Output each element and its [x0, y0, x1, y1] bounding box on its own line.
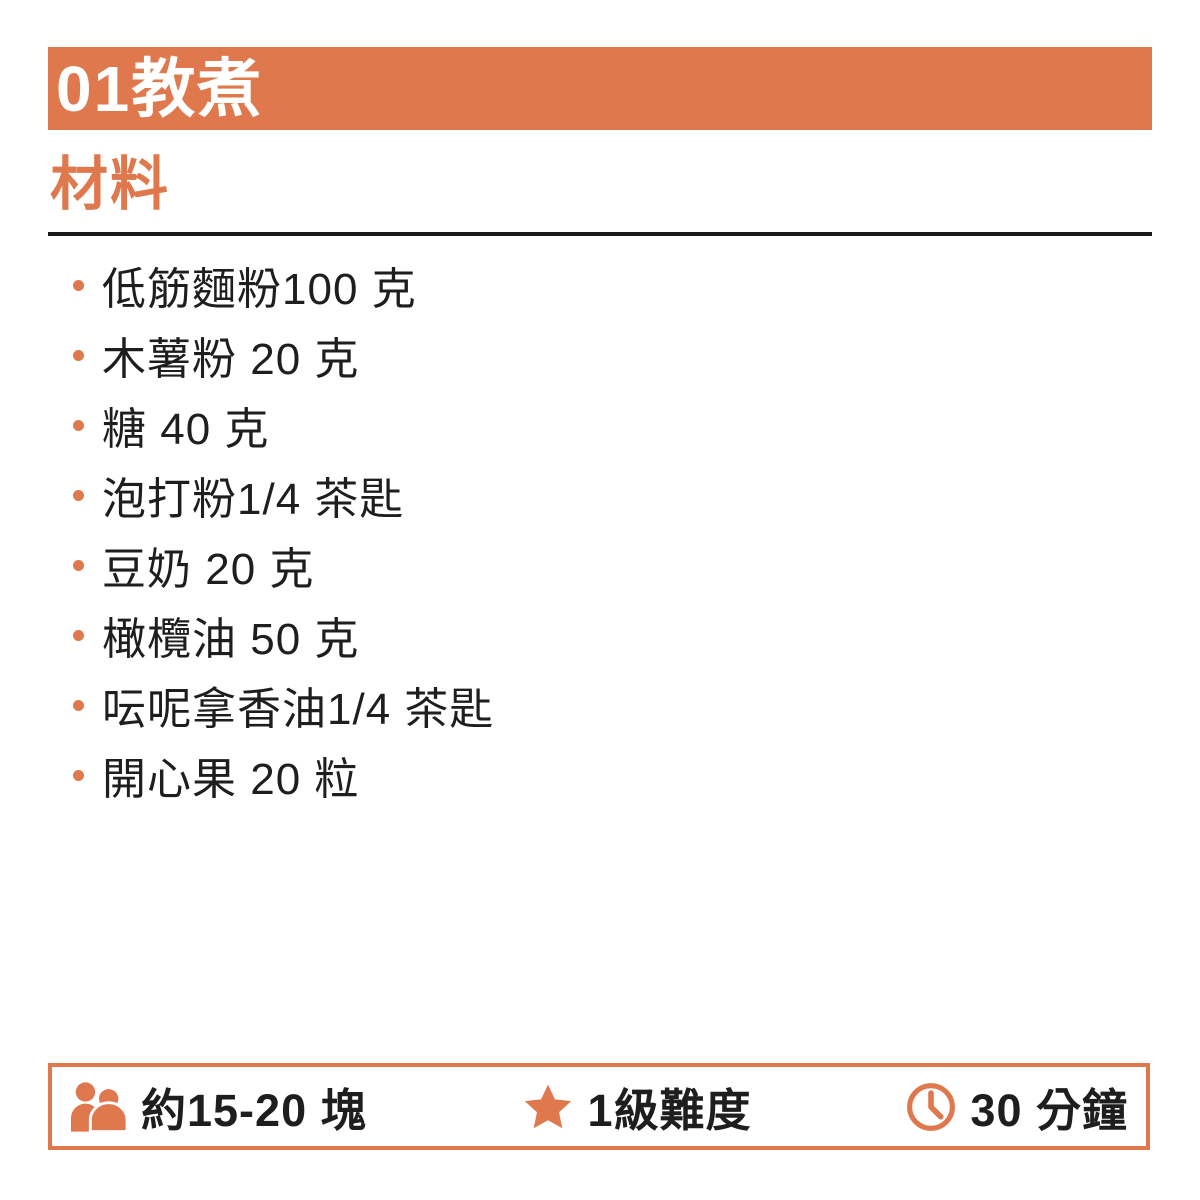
- bullet-dot-icon: [73, 559, 84, 571]
- page-title: 01教煮: [56, 52, 264, 125]
- list-item: 泡打粉1/4 茶匙: [48, 460, 1152, 530]
- list-item: 橄欖油 50 克: [48, 600, 1152, 670]
- servings-info: 約15-20 塊: [70, 1074, 367, 1139]
- list-item: 豆奶 20 克: [48, 530, 1152, 600]
- ingredient-text: 橄欖油 50 克: [102, 615, 360, 664]
- list-item: 呍呢拿香油1/4 茶匙: [48, 670, 1152, 740]
- bullet-dot-icon: [73, 419, 84, 431]
- ingredient-text: 木薯粉 20 克: [102, 335, 360, 384]
- list-item: 糖 40 克: [48, 390, 1152, 460]
- ingredients-section-title: 材料: [50, 152, 171, 217]
- difficulty-label: 1級難度: [587, 1085, 752, 1136]
- difficulty-info: 1級難度: [521, 1074, 752, 1139]
- ingredient-text: 開心果 20 粒: [102, 755, 360, 804]
- ingredient-text: 豆奶 20 克: [102, 545, 315, 594]
- list-item: 木薯粉 20 克: [48, 320, 1152, 390]
- ingredient-text: 呍呢拿香油1/4 茶匙: [102, 685, 495, 734]
- bullet-dot-icon: [73, 629, 84, 641]
- star-icon: [524, 1083, 571, 1128]
- list-item: 開心果 20 粒: [48, 740, 1152, 810]
- bullet-dot-icon: [73, 699, 84, 711]
- bullet-dot-icon: [73, 489, 84, 501]
- time-label: 30 分鐘: [970, 1085, 1128, 1136]
- people-icon: [70, 1082, 128, 1134]
- header-banner: 01教煮: [48, 47, 1152, 130]
- bullet-dot-icon: [73, 769, 84, 781]
- clock-icon: [907, 1082, 956, 1131]
- time-info: 30 分鐘: [905, 1074, 1128, 1139]
- recipe-info-bar: 約15-20 塊 1級難度 30 分鐘: [48, 1063, 1150, 1150]
- ingredient-text: 糖 40 克: [102, 405, 270, 454]
- servings-label: 約15-20 塊: [141, 1085, 367, 1136]
- list-item: 低筋麵粉100 克: [48, 250, 1152, 320]
- ingredient-list: 低筋麵粉100 克 木薯粉 20 克 糖 40 克 泡打粉1/4 茶匙 豆奶 2…: [48, 250, 1152, 810]
- ingredient-text: 低筋麵粉100 克: [102, 265, 417, 314]
- section-divider: [48, 232, 1152, 236]
- ingredient-text: 泡打粉1/4 茶匙: [102, 475, 405, 524]
- bullet-dot-icon: [73, 279, 84, 291]
- bullet-dot-icon: [73, 349, 84, 361]
